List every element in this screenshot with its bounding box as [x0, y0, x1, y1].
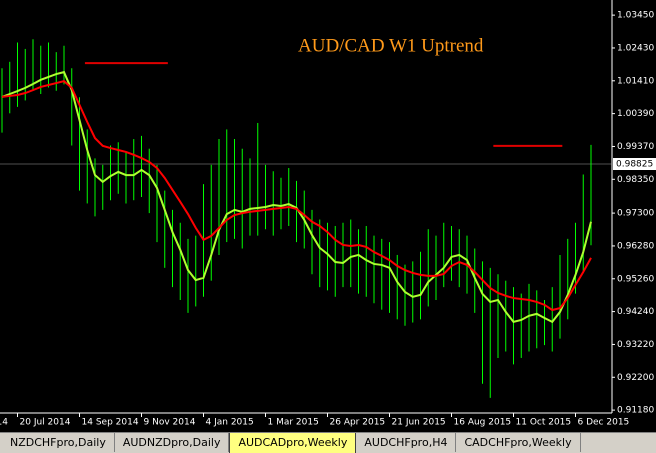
x-tick-label: 14 Sep 2014: [82, 418, 139, 428]
chart-tab[interactable]: CADCHFpro,Weekly: [456, 433, 581, 452]
y-tick-label: 0.97300: [617, 209, 654, 219]
chart-tab[interactable]: AUDCHFpro,H4: [356, 433, 457, 452]
y-tick-label: 1.01410: [617, 76, 654, 86]
x-tick-label: 4 Jan 2015: [206, 418, 254, 428]
y-tick-label: 0.93220: [617, 340, 654, 350]
y-tick-label: 0.98350: [617, 175, 654, 185]
current-price-label: 0.98825: [616, 160, 653, 170]
y-tick-label: 0.96280: [617, 241, 654, 251]
x-tick-label: 9 Nov 2014: [144, 418, 196, 428]
y-tick-label: 1.03450: [617, 11, 654, 21]
y-tick-label: 0.95260: [617, 274, 654, 284]
y-tick-label: 0.99370: [617, 142, 654, 152]
y-tick-label: 1.02430: [617, 43, 654, 53]
current-price-box: [613, 158, 656, 171]
x-tick-label: 11 Oct 2015: [516, 418, 572, 428]
y-tick-label: 0.92200: [617, 373, 654, 383]
chart: 1.03450 1.02430 1.01410 1.00390 0.99370 0.983…: [0, 0, 656, 432]
chart-tab[interactable]: NZDCHFpro,Daily: [2, 433, 115, 452]
chart-background: [0, 0, 656, 432]
x-tick-label: 20 Jul 2014: [20, 418, 71, 428]
y-tick-label: 0.94240: [617, 307, 654, 317]
moving-average-line: [1, 80, 592, 312]
x-tick-label: 6 Dec 2015: [578, 418, 630, 428]
chart-title: AUD/CAD W1 Uptrend: [298, 35, 484, 56]
x-tick-label: 16 Aug 2015: [454, 418, 512, 428]
y-tick-label: 0.91180: [617, 406, 654, 416]
chart-tab[interactable]: AUDCADpro,Weekly: [229, 433, 357, 453]
plot-area: 1.03450 1.02430 1.01410 1.00390 0.99370 0.983…: [0, 0, 656, 428]
tab-bar: NZDCHFpro,Daily AUDNZDpro,Daily AUDCADpro,…: [0, 432, 656, 453]
x-tick-label: 21 Jun 2015: [392, 418, 446, 428]
x-tick-label: 26 Apr 2015: [330, 418, 386, 428]
x-tick-label: 1 Mar 2015: [268, 418, 319, 428]
y-tick-label: 1.00390: [617, 109, 654, 119]
chart-tab[interactable]: AUDNZDpro,Daily: [115, 433, 230, 452]
x-tick-label-clipped: 14: [0, 418, 8, 428]
